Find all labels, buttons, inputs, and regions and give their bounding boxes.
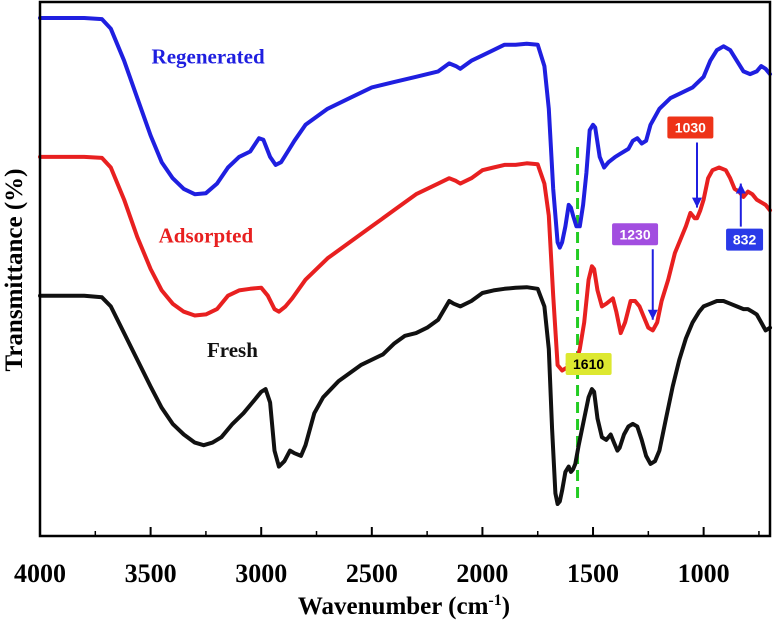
annotation-badge-1030 [667,116,714,139]
series-label-fresh: Fresh [207,338,258,362]
series-labels: Regenerated Adsorpted Fresh [152,44,265,362]
x-tick-label-1000: 1000 [678,559,730,588]
annotation-label-1230: 1230 [619,226,650,242]
series-line-adsorpted [38,154,772,373]
x-axis-ticks: 4000 3500 3000 2500 2000 1500 1000 [14,527,760,588]
x-tick-label-1500: 1500 [567,559,619,588]
annotation-1030: 1030 [667,116,714,208]
annotation-label-1610: 1610 [573,356,604,372]
plot-area [38,16,772,506]
annotation-1230: 1230 [612,223,659,320]
x-tick-label-3500: 3500 [125,559,177,588]
annotation-arrow-head-1230 [647,309,658,320]
annotation-badge-1610 [565,353,612,376]
annotation-1610: 1610 [565,353,612,376]
series-line-regenerated [38,16,772,250]
peak-annotations: 1610 1230 1030 832 [565,116,764,376]
annotation-badge-832 [726,228,764,251]
annotation-arrow-head-832 [735,183,746,194]
annotation-arrow-head-1030 [692,197,702,208]
y-axis-title: Transmittance (%) [1,169,28,372]
series-label-adsorpted: Adsorpted [159,223,254,247]
x-tick-label-2500: 2500 [346,559,398,588]
series-line-fresh [38,285,772,506]
series-label-regenerated: Regenerated [152,44,265,68]
x-axis-title: Wavenumber (cm-1) [298,592,510,620]
x-tick-label-4000: 4000 [14,559,66,588]
x-tick-label-3000: 3000 [235,559,287,588]
annotation-832: 832 [726,183,764,251]
annotation-badge-1230 [612,223,659,246]
x-tick-label-2000: 2000 [456,559,508,588]
annotation-label-1030: 1030 [675,119,706,135]
plot-frame [38,0,772,538]
annotation-label-832: 832 [733,232,757,248]
